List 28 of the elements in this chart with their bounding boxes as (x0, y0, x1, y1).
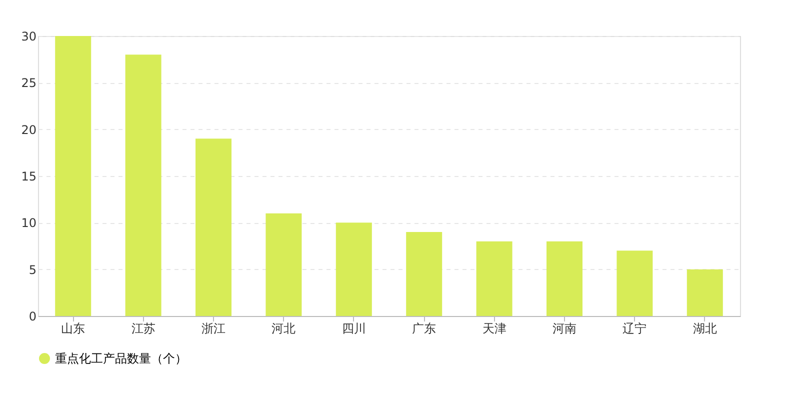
bar (406, 232, 442, 316)
y-tick-label: 10 (21, 216, 36, 230)
y-tick-label: 30 (21, 30, 36, 44)
bar (686, 269, 723, 316)
y-tick-label: 15 (21, 170, 36, 184)
x-tick-label: 四川 (342, 322, 366, 336)
x-tick-label: 河南 (552, 322, 576, 336)
x-tick-label: 辽宁 (622, 322, 647, 336)
y-tick-label: 20 (21, 122, 36, 137)
x-tick-label: 湖北 (692, 322, 717, 336)
bar (266, 213, 302, 316)
bar (476, 241, 512, 316)
bar (55, 36, 92, 316)
x-tick-label: 山东 (61, 322, 86, 336)
bar (125, 54, 162, 316)
y-tick-label: 0 (28, 310, 36, 324)
x-tick-label: 天津 (482, 322, 506, 336)
y-tick-label: 25 (21, 76, 36, 90)
y-tick-label: 5 (28, 262, 36, 277)
x-tick-label: 江苏 (131, 322, 156, 336)
bar (546, 241, 582, 316)
x-tick-label: 广东 (412, 322, 436, 336)
x-tick-label: 浙江 (202, 322, 226, 336)
legend-label: 重点化工产品数量（个） (55, 352, 187, 366)
bar (336, 222, 372, 316)
bar (616, 250, 653, 316)
bar (196, 138, 232, 316)
x-tick-label: 河北 (272, 322, 296, 336)
